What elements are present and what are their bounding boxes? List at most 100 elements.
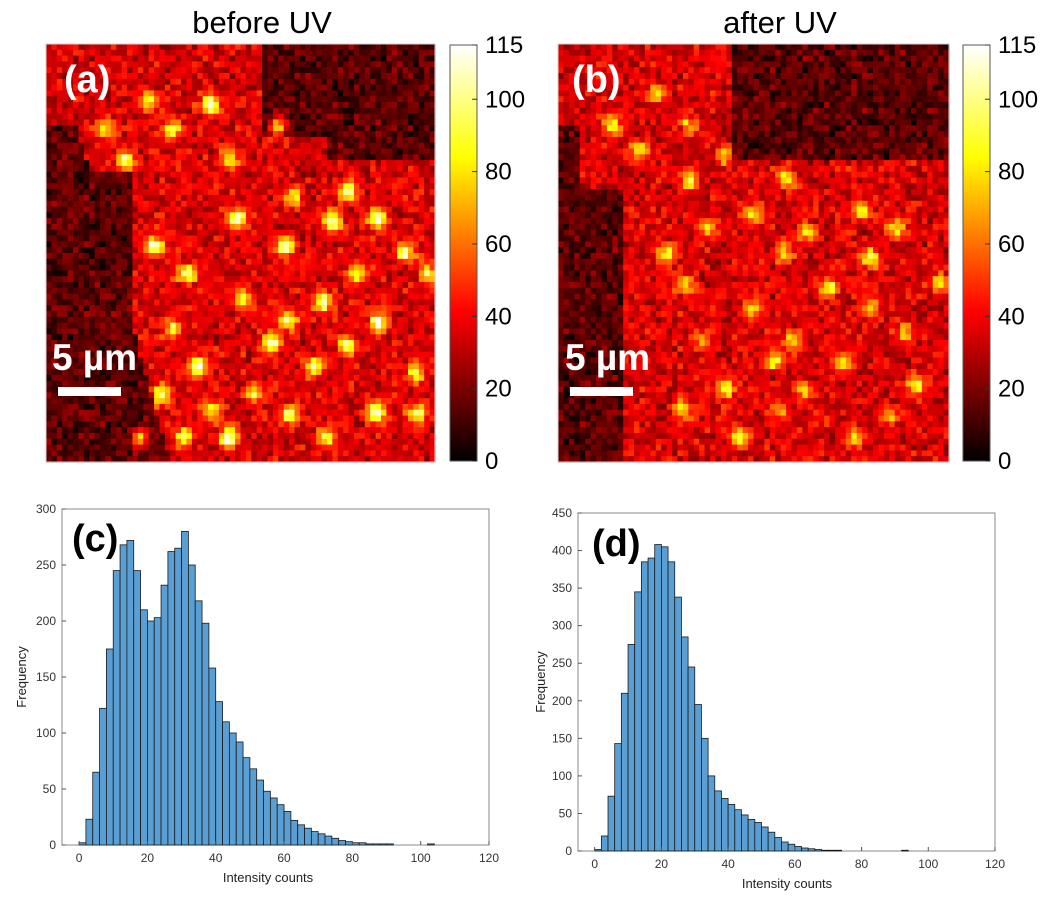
colorbar-tick-label: 40 xyxy=(998,303,1025,330)
y-tick-label: 50 xyxy=(43,782,57,796)
panel-a-label: (a) xyxy=(64,59,110,101)
histogram-bar xyxy=(290,819,299,846)
heatmap-a xyxy=(46,44,436,463)
histogram-c-ylabel: Frequency xyxy=(14,646,29,708)
histogram-bar xyxy=(794,846,802,852)
x-tick-label: 80 xyxy=(855,857,869,871)
heatmap-a-border xyxy=(45,43,436,463)
histogram-bar xyxy=(781,841,789,852)
histogram-bar xyxy=(687,666,696,852)
histogram-bar xyxy=(386,843,394,846)
histogram-bar xyxy=(427,843,435,846)
y-tick-label: 0 xyxy=(565,844,572,858)
histogram-bar xyxy=(256,779,264,846)
y-tick-label: 200 xyxy=(36,614,56,628)
histogram-bar xyxy=(667,561,676,852)
histogram-bar xyxy=(654,544,662,852)
histogram-bar xyxy=(317,833,326,846)
panel-b: after UV (b) 5 µm xyxy=(557,5,950,463)
heatmap-b xyxy=(558,44,950,463)
histogram-bar xyxy=(627,644,636,852)
histogram-bar xyxy=(634,591,642,852)
x-tick-label: 40 xyxy=(209,851,223,865)
histogram-bar xyxy=(600,835,609,852)
histogram-bar xyxy=(661,546,669,852)
histogram-bar xyxy=(674,596,682,852)
histogram-bar xyxy=(801,847,809,852)
histogram-bar xyxy=(126,539,135,846)
colorbar-tick-label: 100 xyxy=(998,86,1038,113)
panel-a-scale-bar xyxy=(58,387,121,396)
x-tick-label: 100 xyxy=(918,857,938,871)
histogram-bar xyxy=(594,849,602,852)
histogram-d-bars xyxy=(594,544,909,852)
histogram-bar xyxy=(807,848,816,852)
histogram-bar xyxy=(78,842,87,846)
histogram-bar xyxy=(119,544,128,846)
histogram-bar xyxy=(140,609,148,846)
y-tick-label: 0 xyxy=(49,838,56,852)
colorbar-tick-label: 0 xyxy=(485,448,498,475)
histogram-bar xyxy=(338,840,346,846)
histogram-c-ticks: 0 20 40 60 80 100 120 0 50 100 150 200 250 300 xyxy=(36,502,499,865)
histogram-bar xyxy=(201,622,210,846)
panel-b-scale-label: 5 µm xyxy=(565,337,650,378)
colorbar-tick-label: 115 xyxy=(485,32,523,59)
histogram-bar xyxy=(727,804,736,852)
histogram-bar xyxy=(187,564,196,846)
histogram-bar xyxy=(167,551,176,846)
y-tick-label: 150 xyxy=(552,731,572,745)
x-tick-label: 0 xyxy=(76,851,83,865)
histogram-bar xyxy=(754,822,762,852)
histogram-bar xyxy=(721,798,729,852)
histogram-bar xyxy=(222,721,230,846)
panel-a-title: before UV xyxy=(192,5,332,40)
histogram-bar xyxy=(821,849,829,852)
histogram-bar xyxy=(304,827,312,846)
colorbar-b: 0 20 40 60 80 100 115 xyxy=(962,32,1038,475)
histogram-bar xyxy=(714,790,722,852)
histogram-c-xlabel: Intensity counts xyxy=(223,870,314,885)
histogram-bar xyxy=(331,837,340,846)
colorbar-b-ticks: 0 20 40 60 80 100 115 xyxy=(985,32,1038,475)
colorbar-tick-label: 80 xyxy=(998,159,1025,186)
x-tick-label: 80 xyxy=(346,851,360,865)
histogram-bar xyxy=(351,842,360,846)
histogram-bar xyxy=(181,531,189,846)
x-tick-label: 20 xyxy=(141,851,155,865)
histogram-bar xyxy=(372,843,381,846)
histogram-bar xyxy=(707,775,716,852)
histogram-bar xyxy=(379,843,387,846)
histogram-bar xyxy=(640,561,649,852)
histogram-bar xyxy=(153,617,162,846)
panel-c-label: (c) xyxy=(72,518,118,560)
x-tick-label: 20 xyxy=(655,857,669,871)
colorbar-tick-label: 115 xyxy=(998,32,1036,59)
colorbar-a-ticks: 0 20 40 60 80 100 115 xyxy=(472,32,525,475)
histogram-bar xyxy=(283,811,292,846)
y-tick-label: 400 xyxy=(552,544,572,558)
x-tick-label: 120 xyxy=(985,857,1005,871)
histogram-bar xyxy=(276,804,285,846)
histogram-d-ylabel: Frequency xyxy=(533,651,548,713)
histogram-bar xyxy=(761,826,769,852)
y-tick-label: 350 xyxy=(552,581,572,595)
histogram-bar xyxy=(215,701,223,846)
histogram-bar xyxy=(814,849,822,852)
colorbar-tick-label: 60 xyxy=(485,231,512,258)
colorbar-tick-label: 60 xyxy=(998,231,1025,258)
histogram-bar xyxy=(249,768,258,846)
histogram-bar xyxy=(85,818,94,846)
x-tick-label: 100 xyxy=(411,851,431,865)
histogram-d: 0 20 40 60 80 100 120 0 50 100 150 200 250 300 350 400 4… xyxy=(533,506,1005,891)
histogram-bar xyxy=(228,732,237,846)
panel-b-scale-bar xyxy=(570,387,633,396)
histogram-bar xyxy=(827,849,836,852)
histogram-bar xyxy=(614,743,622,852)
histogram-bar xyxy=(901,849,909,852)
histogram-bar xyxy=(774,837,782,852)
histogram-bar xyxy=(269,797,278,846)
colorbar-tick-label: 80 xyxy=(485,159,512,186)
histogram-bar xyxy=(647,557,656,852)
